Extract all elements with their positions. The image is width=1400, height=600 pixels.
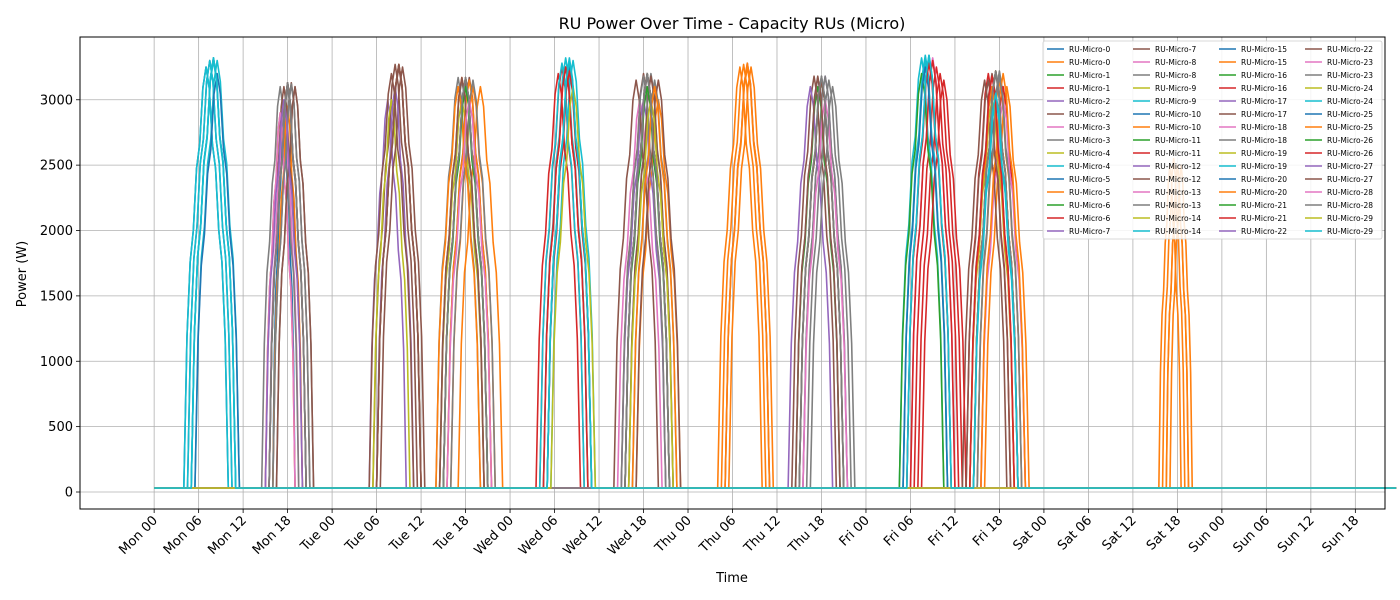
legend-entry: RU-Micro-6	[1069, 201, 1110, 210]
y-tick-label: 2500	[40, 159, 73, 174]
y-tick-label: 1000	[40, 355, 73, 370]
y-tick-label: 0	[65, 486, 73, 501]
legend-entry: RU-Micro-27	[1327, 162, 1373, 171]
legend-entry: RU-Micro-18	[1241, 136, 1287, 145]
legend-entry: RU-Micro-21	[1241, 214, 1287, 223]
legend-entry: RU-Micro-4	[1069, 162, 1110, 171]
legend-entry: RU-Micro-17	[1241, 110, 1287, 119]
legend-entry: RU-Micro-13	[1155, 201, 1201, 210]
legend-entry: RU-Micro-26	[1327, 136, 1373, 145]
legend-entry: RU-Micro-10	[1155, 123, 1201, 132]
legend-entry: RU-Micro-8	[1155, 71, 1196, 80]
legend-entry: RU-Micro-11	[1155, 136, 1201, 145]
series-line	[154, 72, 1397, 489]
legend: RU-Micro-0 RU-Micro-0 RU-Micro-1 RU-Micro-1…	[1042, 40, 1383, 240]
legend-entry: RU-Micro-1	[1069, 84, 1110, 93]
y-axis-ticks: 0 500 1000 1500 2000 2500 3000	[40, 93, 80, 501]
legend-entry: RU-Micro-7	[1069, 227, 1110, 236]
legend-entry: RU-Micro-2	[1069, 110, 1110, 119]
legend-entry: RU-Micro-5	[1069, 188, 1110, 197]
series-line	[154, 98, 1397, 489]
legend-entry: RU-Micro-29	[1327, 227, 1373, 236]
legend-entry: RU-Micro-13	[1155, 188, 1201, 197]
x-axis-label: Time	[715, 571, 748, 586]
legend-entry: RU-Micro-25	[1327, 123, 1373, 132]
y-tick-label: 500	[48, 420, 73, 435]
legend-entry: RU-Micro-4	[1069, 149, 1110, 158]
legend-entry: RU-Micro-15	[1241, 45, 1287, 54]
legend-entry: RU-Micro-5	[1069, 175, 1110, 184]
legend-entry: RU-Micro-8	[1155, 58, 1196, 67]
series-line	[154, 66, 1397, 489]
series-line	[154, 66, 1397, 489]
legend-entry: RU-Micro-1	[1069, 71, 1110, 80]
legend-entry: RU-Micro-16	[1241, 84, 1287, 93]
legend-entry: RU-Micro-20	[1241, 175, 1287, 184]
legend-entry: RU-Micro-19	[1241, 162, 1287, 171]
legend-entry: RU-Micro-28	[1327, 201, 1373, 210]
legend-entry: RU-Micro-12	[1155, 162, 1201, 171]
legend-entry: RU-Micro-27	[1327, 175, 1373, 184]
series-line	[154, 85, 1397, 489]
legend-entry: RU-Micro-0	[1069, 45, 1110, 54]
series-layer	[154, 54, 1397, 489]
y-tick-label: 3000	[40, 93, 73, 108]
legend-entry: RU-Micro-2	[1069, 97, 1110, 106]
series-line	[154, 54, 1397, 489]
legend-entry: RU-Micro-22	[1241, 227, 1287, 236]
legend-entry: RU-Micro-23	[1327, 71, 1373, 80]
legend-entry: RU-Micro-0	[1069, 58, 1110, 67]
legend-entry: RU-Micro-26	[1327, 149, 1373, 158]
legend-entry: RU-Micro-6	[1069, 214, 1110, 223]
y-tick-label: 1500	[40, 289, 73, 304]
y-tick-label: 2000	[40, 224, 73, 239]
series-line	[154, 72, 1397, 489]
legend-entry: RU-Micro-29	[1327, 214, 1373, 223]
legend-entry: RU-Micro-14	[1155, 214, 1201, 223]
legend-entry: RU-Micro-24	[1327, 84, 1373, 93]
legend-entry: RU-Micro-3	[1069, 123, 1110, 132]
chart-title: RU Power Over Time - Capacity RUs (Micro…	[559, 14, 906, 33]
legend-entry: RU-Micro-22	[1327, 45, 1373, 54]
legend-entry: RU-Micro-12	[1155, 175, 1201, 184]
legend-entry: RU-Micro-14	[1155, 227, 1201, 236]
legend-entry: RU-Micro-7	[1155, 45, 1196, 54]
legend-entry: RU-Micro-3	[1069, 136, 1110, 145]
legend-entry: RU-Micro-11	[1155, 149, 1201, 158]
series-line	[154, 98, 1397, 489]
legend-entry: RU-Micro-10	[1155, 110, 1201, 119]
legend-entry: RU-Micro-16	[1241, 71, 1287, 80]
legend-entry: RU-Micro-24	[1327, 97, 1373, 106]
series-line	[154, 70, 1397, 489]
legend-entry: RU-Micro-9	[1155, 97, 1196, 106]
legend-entry: RU-Micro-15	[1241, 58, 1287, 67]
series-line	[154, 57, 1397, 489]
legend-entry: RU-Micro-19	[1241, 149, 1287, 158]
legend-entry: RU-Micro-28	[1327, 188, 1373, 197]
legend-entry: RU-Micro-18	[1241, 123, 1287, 132]
legend-entry: RU-Micro-9	[1155, 84, 1196, 93]
legend-entry: RU-Micro-17	[1241, 97, 1287, 106]
legend-entry: RU-Micro-20	[1241, 188, 1287, 197]
y-axis-label: Power (W)	[15, 241, 30, 307]
legend-box	[1042, 40, 1383, 240]
legend-entry: RU-Micro-23	[1327, 58, 1373, 67]
legend-entry: RU-Micro-21	[1241, 201, 1287, 210]
legend-entry: RU-Micro-25	[1327, 110, 1373, 119]
